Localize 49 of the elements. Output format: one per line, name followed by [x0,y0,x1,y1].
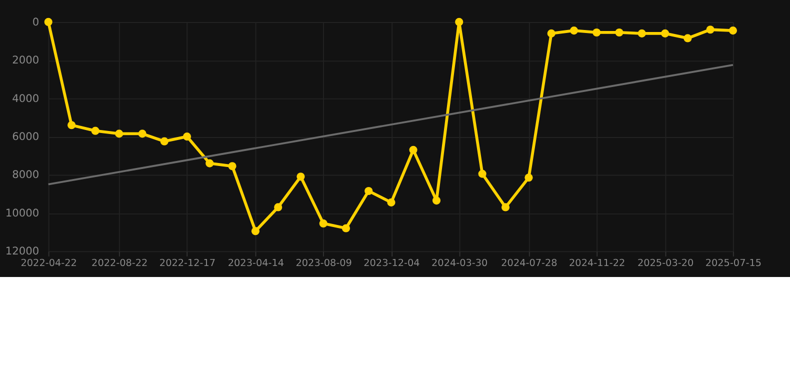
point [570,26,578,35]
point [364,186,373,196]
y-tick-label: 2000 [12,54,40,67]
point [661,29,670,38]
point [478,170,486,178]
point [432,196,441,205]
x-tick-label: 2023-04-14 [228,258,284,270]
y-tick-label: 10000 [5,206,40,220]
point [274,203,282,212]
x-tick-label: 2025-03-20 [637,258,694,270]
point [44,18,52,26]
y-tick-label: 8000 [12,168,40,182]
y-tick-label: 6000 [12,130,40,143]
x-tick-label: 2025-07-15 [705,258,762,270]
x-tick-label: 2024-07-28 [501,258,558,270]
x-tick-label: 2022-08-22 [92,258,148,270]
x-tick-label: 2023-08-09 [296,258,352,270]
point [342,224,350,232]
point [684,34,692,42]
point [160,137,168,146]
y-tick-label: 12000 [5,244,40,258]
point [455,18,464,26]
x-tick-label: 2023-12-04 [364,258,420,270]
point [296,172,305,181]
y-tick-label: 4000 [12,92,40,105]
point [524,174,533,182]
x-tick-label: 2022-12-17 [159,258,216,270]
point [228,162,236,170]
point [319,219,328,228]
point [387,198,396,206]
y-tick-label: 0 [32,15,40,28]
point [615,28,624,37]
point [68,121,76,130]
point [547,29,556,38]
point [638,29,646,38]
point [592,28,601,37]
point [728,26,737,35]
point [115,130,124,138]
x-tick-label: 2022-04-22 [20,258,77,270]
point [706,26,714,34]
x-tick-label: 2024-11-22 [569,258,626,270]
point [206,159,214,168]
point [251,227,260,236]
x-tick-label: 2024-03-30 [432,258,488,270]
point [409,146,418,154]
point [91,126,100,135]
point [501,203,510,212]
point [138,130,146,138]
point [182,132,192,141]
